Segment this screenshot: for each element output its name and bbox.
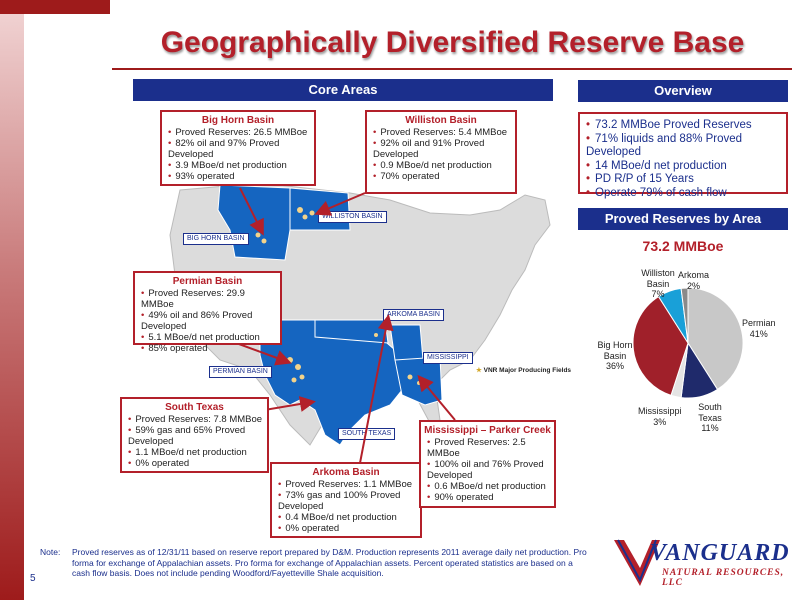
list-item: 0% operated (128, 458, 263, 469)
map-label-mississippi: MISSISSIPPI (423, 352, 473, 364)
list-item: Proved Reserves: 1.1 MMBoe (278, 479, 416, 490)
overview-item: 73.2 MMBoe Proved Reserves (586, 119, 786, 133)
pie-label-williston-name: Williston Basin (641, 268, 675, 289)
list-item: Proved Reserves: 7.8 MMBoe (128, 414, 263, 425)
vanguard-logo: VANGUARD NATURAL RESOURCES, LLC (610, 534, 790, 594)
pie-label-williston: Williston Basin 7% (638, 268, 678, 300)
pie-slice-arkoma (680, 287, 689, 344)
list-item: Proved Reserves: 26.5 MMBoe (168, 127, 310, 138)
page-number: 5 (30, 573, 36, 584)
list-item: 93% operated (168, 171, 310, 182)
list-item: 90% operated (427, 492, 550, 503)
pie-label-mississippi-name: Mississippi (638, 406, 682, 416)
permian-title: Permian Basin (172, 276, 243, 287)
big-horn-title: Big Horn Basin (201, 115, 275, 126)
list-item: 0.4 MBoe/d net production (278, 512, 416, 523)
pie-label-south-texas: South Texas 11% (690, 402, 730, 434)
pie-label-south-texas-value: 11% (701, 423, 719, 433)
pie-label-arkoma: Arkoma 2% (678, 270, 709, 291)
map-label-arkoma: ARKOMA BASIN (383, 309, 444, 321)
map-label-big-horn: BIG HORN BASIN (183, 233, 249, 245)
map-label-south-texas: SOUTH TEXAS (338, 428, 396, 440)
big-horn-box: Big Horn Basin Proved Reserves: 26.5 MMB… (160, 110, 316, 186)
south-texas-box: South Texas Proved Reserves: 7.8 MMBoe 5… (120, 397, 269, 473)
overview-box: 73.2 MMBoe Proved Reserves 71% liquids a… (578, 112, 788, 199)
left-accent-bar (0, 0, 24, 600)
slide-title: Geographically Diversified Reserve Base (160, 26, 745, 59)
footnote-label: Note: (40, 547, 61, 557)
pie-label-south-texas-name: South Texas (698, 402, 722, 423)
overview-item: 71% liquids and 88% Proved Developed (586, 133, 786, 160)
pie-label-williston-value: 7% (651, 289, 665, 299)
list-item: 0.6 MBoe/d net production (427, 481, 550, 492)
list-item: 0.9 MBoe/d net production (373, 160, 511, 171)
list-item: Proved Reserves: 29.9 MMBoe (141, 288, 276, 310)
list-item: 85% operated (141, 343, 276, 354)
arkoma-box: Arkoma Basin Proved Reserves: 1.1 MMBoe … (270, 462, 422, 538)
list-item: 0% operated (278, 523, 416, 534)
pie-label-permian-name: Permian (742, 318, 776, 328)
pie-label-big-horn-value: 36% (605, 361, 624, 371)
list-item: Proved Reserves: 5.4 MMBoe (373, 127, 511, 138)
list-item: 49% oil and 86% Proved Developed (141, 310, 276, 332)
list-item: 73% gas and 100% Proved Developed (278, 490, 416, 512)
pie-header: Proved Reserves by Area (578, 208, 788, 230)
mississippi-title: Mississippi – Parker Creek (424, 425, 551, 436)
list-item: 5.1 MBoe/d net production (141, 332, 276, 343)
pie-label-arkoma-name: Arkoma (678, 270, 710, 280)
pie-label-big-horn: Big Horn Basin 36% (590, 340, 640, 372)
map-legend-text: VNR Major Producing Fields (483, 367, 572, 374)
pie-label-permian-value: 41% (749, 328, 768, 339)
pie-title: 73.2 MMBoe (642, 238, 724, 254)
overview-header: Overview (578, 80, 788, 102)
footnote-text: Proved reserves as of 12/31/11 based on … (72, 547, 587, 578)
top-accent-bar (0, 0, 110, 14)
overview-item: 14 MBoe/d net production (586, 160, 786, 174)
pie-label-arkoma-value: 2% (687, 280, 701, 291)
pie-label-mississippi-value: 3% (653, 416, 667, 427)
pie-label-permian: Permian 41% (742, 318, 776, 339)
williston-box: Williston Basin Proved Reserves: 5.4 MMB… (365, 110, 517, 194)
list-item: 3.9 MBoe/d net production (168, 160, 310, 171)
logo-sub-text: NATURAL RESOURCES, LLC (662, 568, 785, 588)
mississippi-region (394, 356, 443, 406)
list-item: 59% gas and 65% Proved Developed (128, 425, 263, 447)
williston-title: Williston Basin (405, 115, 477, 126)
pie-chart (632, 287, 744, 399)
map-label-williston: WILLISTON BASIN (318, 211, 387, 223)
arkoma-region (389, 324, 424, 361)
permian-box: Permian Basin Proved Reserves: 29.9 MMBo… (133, 271, 282, 354)
map-legend: ★ VNR Major Producing Fields (476, 366, 571, 374)
list-item: 70% operated (373, 171, 511, 182)
list-item: 100% oil and 76% Proved Developed (427, 459, 550, 481)
map-label-permian: PERMIAN BASIN (209, 366, 272, 378)
list-item: 1.1 MBoe/d net production (128, 447, 263, 458)
star-icon: ★ (476, 367, 482, 374)
pie-label-big-horn-name: Big Horn Basin (597, 340, 633, 361)
list-item: 92% oil and 91% Proved Developed (373, 138, 511, 160)
overview-item: Operate 79% of cash flow (586, 187, 786, 201)
list-item: 82% oil and 97% Proved Developed (168, 138, 310, 160)
south-texas-title: South Texas (165, 402, 224, 413)
list-item: Proved Reserves: 2.5 MMBoe (427, 437, 550, 459)
pie-slice-big-horn-basin (632, 295, 689, 396)
arkoma-title: Arkoma Basin (312, 467, 380, 478)
mississippi-box: Mississippi – Parker Creek Proved Reserv… (419, 420, 556, 508)
title-underline (112, 68, 792, 70)
overview-item: PD R/P of 15 Years (586, 173, 786, 187)
pie-label-mississippi: Mississippi 3% (638, 406, 682, 427)
core-areas-header: Core Areas (133, 79, 553, 101)
logo-mark (614, 539, 660, 586)
logo-main-text: VANGUARD (650, 540, 790, 566)
